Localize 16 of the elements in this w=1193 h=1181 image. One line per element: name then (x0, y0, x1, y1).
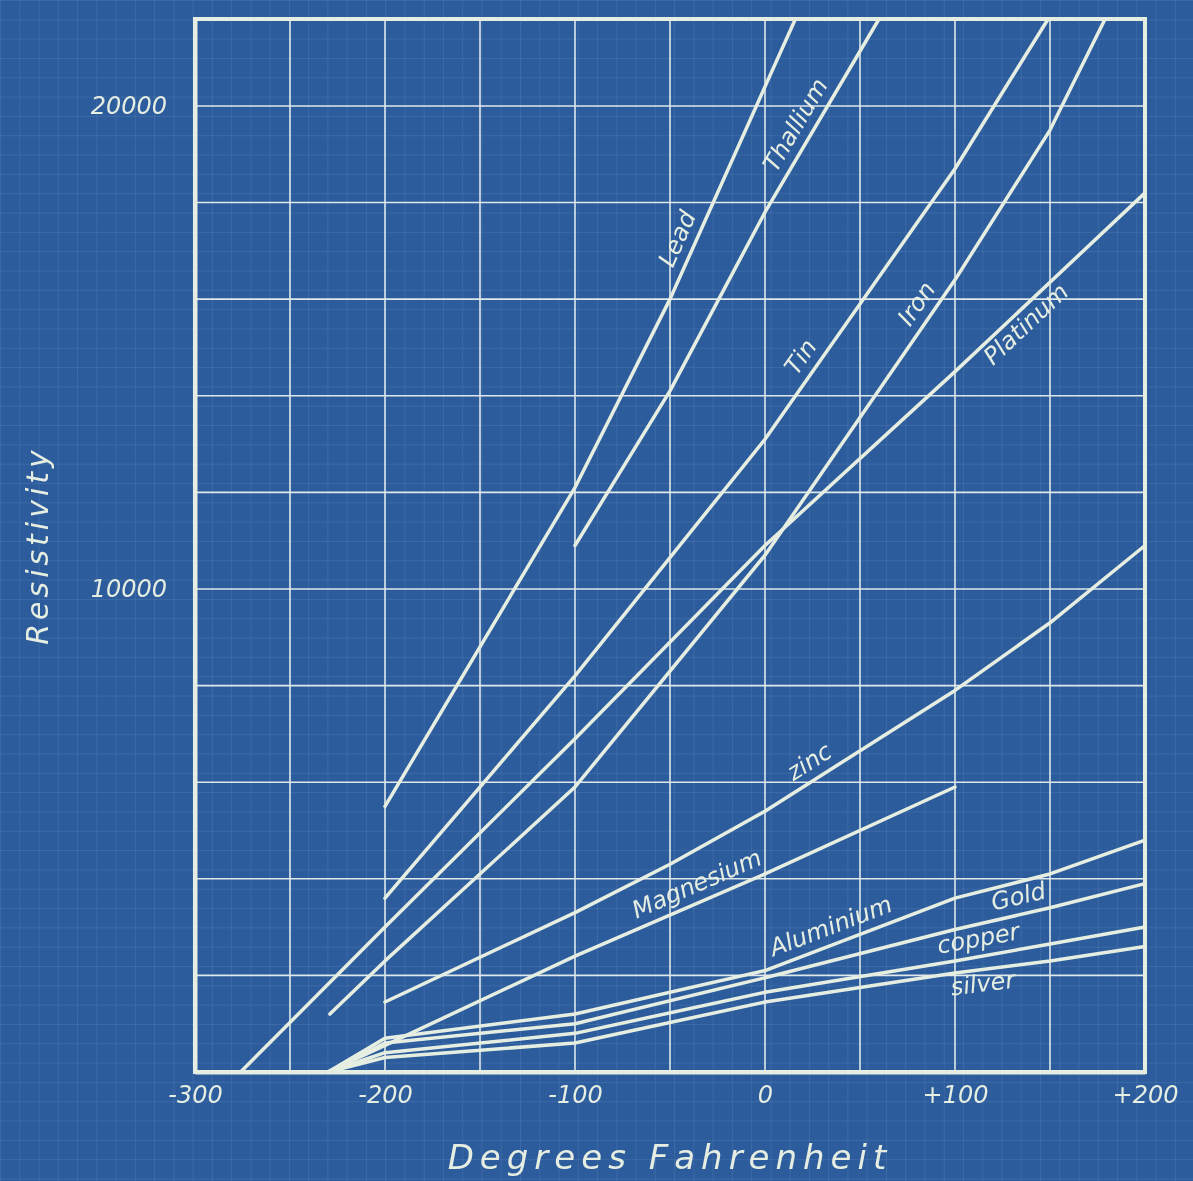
text: copper (934, 917, 1024, 960)
y-tick-label: 10000 (90, 575, 167, 604)
text: Gold (988, 876, 1050, 917)
text: silver (949, 965, 1019, 1002)
text: Tin (778, 334, 823, 381)
x-axis-title: Degrees Fahrenheit (447, 1137, 893, 1177)
x-tick-label: +100 (922, 1081, 989, 1110)
x-tick-label: +200 (1112, 1081, 1179, 1110)
x-tick-label: 0 (757, 1081, 774, 1110)
x-tick-label: -300 (168, 1081, 223, 1110)
y-tick-label: 20000 (90, 92, 167, 121)
text: zinc (780, 737, 837, 787)
x-tick-label: -200 (358, 1081, 413, 1110)
y-axis-title: Resistivity (20, 446, 55, 645)
x-tick-label: -100 (548, 1081, 603, 1110)
text: Lead (652, 205, 703, 272)
